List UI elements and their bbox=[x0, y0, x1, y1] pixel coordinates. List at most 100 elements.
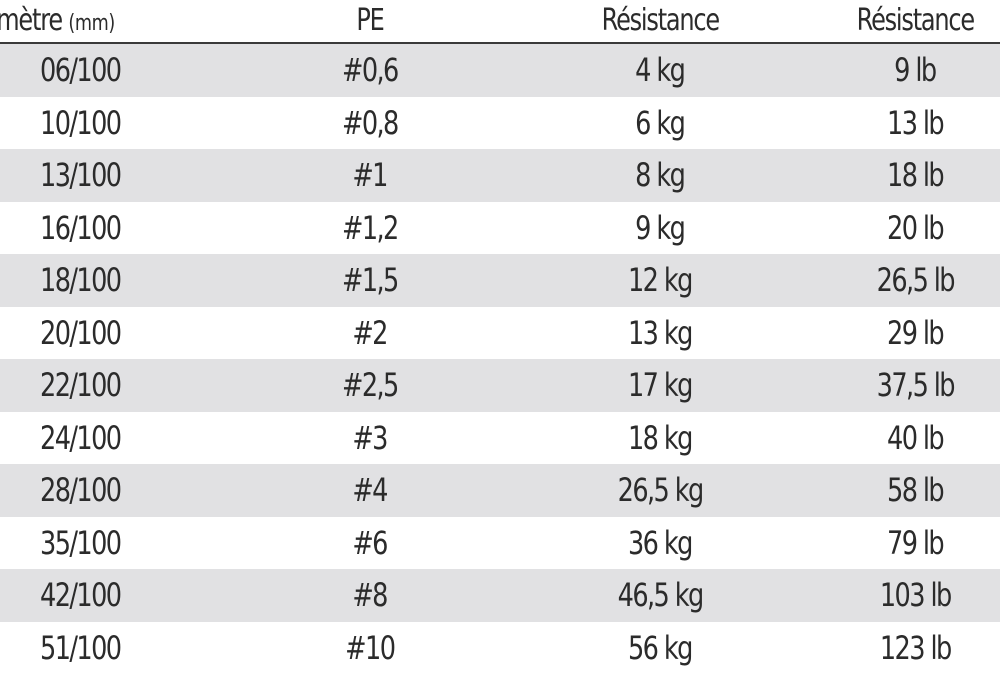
pe-value: #1 bbox=[352, 156, 389, 195]
header-diameter: Diamètre (mm) bbox=[0, 0, 170, 44]
cell-resistance-lb: 20 lb bbox=[750, 202, 1000, 255]
diameter-value: 18/100 bbox=[40, 261, 122, 300]
cell-resistance-kg: 56 kg bbox=[570, 621, 750, 673]
cell-pe: #0,6 bbox=[170, 43, 570, 97]
cell-diameter: 20/100 bbox=[0, 307, 170, 360]
resistance-kg-value: 4 kg bbox=[635, 51, 686, 90]
pe-value: #0,6 bbox=[342, 51, 399, 90]
pe-value: #0,8 bbox=[342, 103, 399, 142]
cell-diameter: 10/100 bbox=[0, 97, 170, 150]
resistance-lb-value: 37,5 lb bbox=[876, 366, 955, 405]
table-row: 16/100 #1,2 9 kg 20 lb bbox=[0, 202, 1000, 255]
header-row: Diamètre (mm) PE Résistance Résistance bbox=[0, 0, 1000, 44]
table-row: 51/100 #10 56 kg 123 lb bbox=[0, 621, 1000, 673]
cell-resistance-kg: 12 kg bbox=[570, 254, 750, 307]
pe-value: #4 bbox=[352, 471, 389, 510]
cell-diameter: 28/100 bbox=[0, 464, 170, 517]
resistance-lb-value: 103 lb bbox=[879, 576, 952, 615]
cell-resistance-kg: 8 kg bbox=[570, 149, 750, 202]
resistance-lb-value: 9 lb bbox=[894, 51, 937, 90]
cell-resistance-lb: 9 lb bbox=[750, 43, 1000, 97]
cell-resistance-lb: 123 lb bbox=[750, 621, 1000, 673]
cell-pe: #2 bbox=[170, 307, 570, 360]
pe-value: #1,5 bbox=[342, 261, 399, 300]
cell-resistance-lb: 13 lb bbox=[750, 97, 1000, 150]
cell-pe: #1,5 bbox=[170, 254, 570, 307]
resistance-kg-value: 36 kg bbox=[628, 523, 693, 562]
cell-diameter: 18/100 bbox=[0, 254, 170, 307]
cell-diameter: 24/100 bbox=[0, 412, 170, 465]
cell-pe: #3 bbox=[170, 412, 570, 465]
pe-value: #2,5 bbox=[342, 366, 399, 405]
cell-diameter: 35/100 bbox=[0, 517, 170, 570]
resistance-lb-value: 79 lb bbox=[886, 523, 945, 562]
table-row: 20/100 #2 13 kg 29 lb bbox=[0, 307, 1000, 360]
diameter-value: 20/100 bbox=[40, 313, 122, 352]
cell-resistance-kg: 46,5 kg bbox=[570, 569, 750, 622]
diameter-value: 13/100 bbox=[40, 156, 122, 195]
cell-diameter: 42/100 bbox=[0, 569, 170, 622]
header-diameter-unit: (mm) bbox=[68, 11, 115, 36]
cell-diameter: 13/100 bbox=[0, 149, 170, 202]
table-row: 28/100 #4 26,5 kg 58 lb bbox=[0, 464, 1000, 517]
diameter-value: 10/100 bbox=[40, 103, 122, 142]
pe-value: #2 bbox=[352, 313, 389, 352]
resistance-kg-value: 6 kg bbox=[635, 103, 686, 142]
cell-pe: #2,5 bbox=[170, 359, 570, 412]
cell-resistance-kg: 17 kg bbox=[570, 359, 750, 412]
table-row: 22/100 #2,5 17 kg 37,5 lb bbox=[0, 359, 1000, 412]
cell-pe: #8 bbox=[170, 569, 570, 622]
cell-pe: #0,8 bbox=[170, 97, 570, 150]
diameter-value: 06/100 bbox=[40, 51, 122, 90]
cell-resistance-kg: 13 kg bbox=[570, 307, 750, 360]
diameter-value: 42/100 bbox=[40, 576, 122, 615]
cell-resistance-lb: 26,5 lb bbox=[750, 254, 1000, 307]
cell-diameter: 06/100 bbox=[0, 43, 170, 97]
header-pe-label: PE bbox=[356, 3, 384, 38]
cell-pe: #4 bbox=[170, 464, 570, 517]
table-row: 18/100 #1,5 12 kg 26,5 lb bbox=[0, 254, 1000, 307]
table-row: 24/100 #3 18 kg 40 lb bbox=[0, 412, 1000, 465]
cell-pe: #6 bbox=[170, 517, 570, 570]
resistance-lb-value: 26,5 lb bbox=[876, 261, 955, 300]
table-row: 10/100 #0,8 6 kg 13 lb bbox=[0, 97, 1000, 150]
diameter-value: 24/100 bbox=[40, 418, 122, 457]
resistance-lb-value: 58 lb bbox=[886, 471, 945, 510]
resistance-kg-value: 12 kg bbox=[628, 261, 693, 300]
resistance-lb-value: 123 lb bbox=[879, 628, 952, 667]
resistance-kg-value: 9 kg bbox=[635, 208, 686, 247]
resistance-lb-value: 20 lb bbox=[886, 208, 945, 247]
cell-diameter: 51/100 bbox=[0, 621, 170, 673]
cell-resistance-lb: 103 lb bbox=[750, 569, 1000, 622]
resistance-kg-value: 8 kg bbox=[635, 156, 686, 195]
resistance-lb-value: 18 lb bbox=[886, 156, 945, 195]
resistance-kg-value: 46,5 kg bbox=[617, 576, 704, 615]
cell-resistance-kg: 26,5 kg bbox=[570, 464, 750, 517]
cell-pe: #10 bbox=[170, 621, 570, 673]
diameter-value: 22/100 bbox=[40, 366, 122, 405]
pe-value: #6 bbox=[352, 523, 389, 562]
header-resistance-kg-label: Résistance bbox=[601, 3, 720, 38]
diameter-value: 28/100 bbox=[40, 471, 122, 510]
header-resistance-lb: Résistance bbox=[750, 0, 1000, 44]
resistance-lb-value: 13 lb bbox=[886, 103, 945, 142]
cell-resistance-lb: 37,5 lb bbox=[750, 359, 1000, 412]
table-row: 06/100 #0,6 4 kg 9 lb bbox=[0, 43, 1000, 97]
cell-resistance-lb: 40 lb bbox=[750, 412, 1000, 465]
header-pe: PE bbox=[170, 0, 570, 44]
table-row: 13/100 #1 8 kg 18 lb bbox=[0, 149, 1000, 202]
cell-resistance-kg: 18 kg bbox=[570, 412, 750, 465]
table-row: 42/100 #8 46,5 kg 103 lb bbox=[0, 569, 1000, 622]
table-header: Diamètre (mm) PE Résistance Résistance bbox=[0, 0, 1000, 44]
table-row: 35/100 #6 36 kg 79 lb bbox=[0, 517, 1000, 570]
cell-resistance-lb: 18 lb bbox=[750, 149, 1000, 202]
pe-value: #1,2 bbox=[342, 208, 399, 247]
cell-resistance-lb: 29 lb bbox=[750, 307, 1000, 360]
pe-value: #10 bbox=[345, 628, 396, 667]
diameter-value: 51/100 bbox=[40, 628, 122, 667]
resistance-lb-value: 29 lb bbox=[886, 313, 945, 352]
resistance-kg-value: 17 kg bbox=[628, 366, 693, 405]
cell-pe: #1,2 bbox=[170, 202, 570, 255]
